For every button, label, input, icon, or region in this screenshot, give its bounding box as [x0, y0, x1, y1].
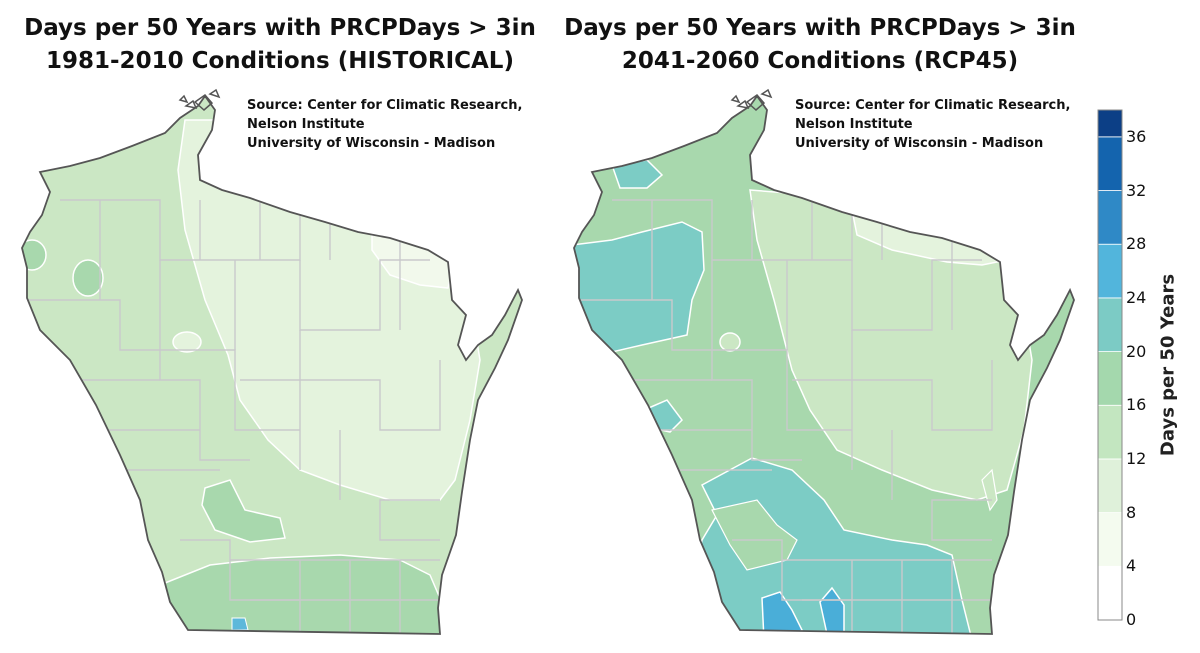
wisconsin-map-historical: [21, 88, 523, 635]
source-line: Source: Center for Climatic Research,: [247, 98, 523, 113]
source-line: University of Wisconsin - Madison: [795, 136, 1044, 151]
map-title-line1: Days per 50 Years with PRCPDays > 3in: [24, 15, 536, 41]
blue-patch: [761, 591, 803, 634]
county-lines: [574, 199, 993, 634]
source-note-right: Source: Center for Climatic Research, Ne…: [795, 96, 1070, 153]
legend-bin: [1097, 136, 1123, 191]
source-line: Nelson Institute: [247, 117, 365, 132]
legend-tick-label: 28: [1126, 234, 1147, 254]
medium-patch: [72, 259, 104, 297]
legend-tick-label: 12: [1126, 448, 1147, 468]
legend-bin: [1097, 565, 1123, 621]
base-patch: [711, 499, 798, 571]
legend-tick-label: 16: [1126, 395, 1147, 415]
legend-bin: [1097, 109, 1123, 138]
source-line: Nelson Institute: [795, 117, 913, 132]
source-line: University of Wisconsin - Madison: [247, 136, 496, 151]
map-title-line2: 2041-2060 Conditions (RCP45): [621, 48, 1019, 74]
light-patch: [172, 331, 202, 353]
legend-tick-label: 4: [1126, 556, 1137, 576]
blue-patch: [231, 617, 249, 631]
medium-patch: [22, 239, 47, 271]
legend-tick-label: 20: [1126, 341, 1147, 361]
legend-bin: [1097, 458, 1123, 514]
map-title-line1: Days per 50 Years with PRCPDays > 3in: [564, 15, 1076, 41]
county-lines: [22, 199, 441, 634]
light-patch: [218, 165, 238, 191]
map-title-historical: Days per 50 Years with PRCPDays > 3in 19…: [0, 12, 560, 78]
legend-bin: [1097, 512, 1123, 567]
legend-tick-label: 36: [1126, 126, 1147, 146]
light-patch: [719, 332, 741, 352]
medium-zone: [159, 554, 446, 634]
legend-tick-label: 32: [1126, 180, 1147, 200]
color-legend-bar: [1097, 109, 1123, 621]
legend-tick-label: 24: [1126, 287, 1147, 307]
legend-bin: [1097, 243, 1123, 299]
legend-frame: [1097, 109, 1123, 621]
islands: [178, 88, 221, 111]
medium-patch: [201, 479, 286, 543]
islands: [730, 88, 773, 111]
legend-bin: [1097, 297, 1123, 352]
map-title-line2: 1981-2010 Conditions (HISTORICAL): [46, 48, 514, 74]
legend-bin: [1097, 351, 1123, 406]
source-line: Source: Center for Climatic Research,: [795, 98, 1071, 113]
legend-bin: [1097, 190, 1123, 245]
source-note-left: Source: Center for Climatic Research, Ne…: [247, 96, 522, 153]
legend-tick-label: 0: [1126, 610, 1137, 629]
legend-bin: [1097, 404, 1123, 460]
map-title-rcp45: Days per 50 Years with PRCPDays > 3in 20…: [540, 12, 1100, 78]
wisconsin-map-rcp45: [573, 88, 1075, 635]
legend-tick-label: 8: [1126, 502, 1137, 522]
legend-title: Days per 50 Years: [1157, 273, 1179, 457]
light-patch: [757, 165, 783, 187]
